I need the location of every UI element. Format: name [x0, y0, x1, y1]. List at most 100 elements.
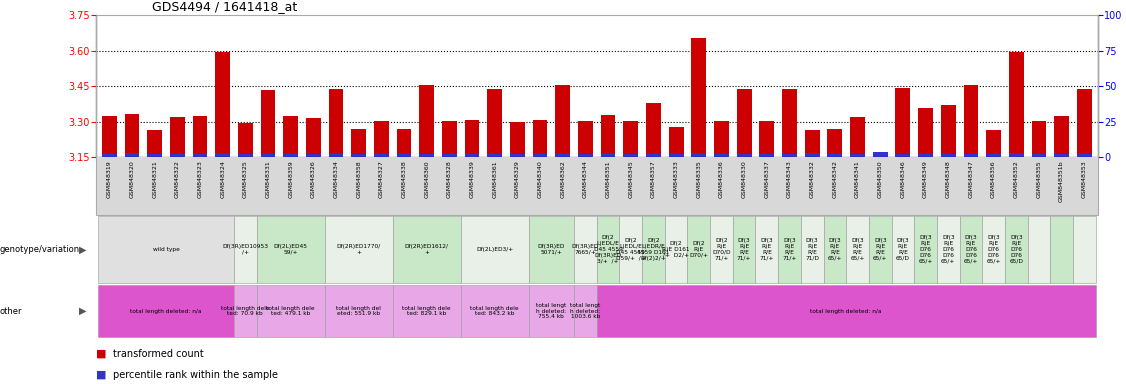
- Text: GSM848324: GSM848324: [221, 161, 225, 198]
- FancyBboxPatch shape: [711, 217, 733, 283]
- FancyBboxPatch shape: [574, 285, 597, 337]
- Text: GSM848350: GSM848350: [877, 161, 883, 198]
- Bar: [714, 154, 729, 157]
- Text: total length deleted: n/a: total length deleted: n/a: [131, 308, 202, 314]
- FancyBboxPatch shape: [778, 217, 801, 283]
- Bar: [510, 154, 525, 157]
- Bar: [148, 154, 162, 157]
- Bar: [646, 103, 661, 157]
- Text: Df(3
R)E
R/E
71/+: Df(3 R)E R/E 71/+: [760, 238, 774, 261]
- Text: GSM848357: GSM848357: [651, 161, 656, 198]
- FancyBboxPatch shape: [324, 217, 393, 283]
- Text: Df(3
R)E
R/E
65/+: Df(3 R)E R/E 65/+: [850, 238, 865, 261]
- Bar: [736, 89, 751, 157]
- Bar: [555, 154, 570, 157]
- Bar: [510, 122, 525, 157]
- Bar: [578, 121, 592, 157]
- Bar: [918, 108, 933, 157]
- Bar: [805, 153, 820, 157]
- Text: Df(3
R)E
R/E
71/+: Df(3 R)E R/E 71/+: [783, 238, 797, 261]
- Text: Df(3
R)E
D76
D76
65/+: Df(3 R)E D76 D76 65/+: [941, 235, 955, 264]
- Text: GSM848362: GSM848362: [561, 161, 565, 198]
- Bar: [260, 154, 276, 157]
- Bar: [669, 154, 683, 157]
- Bar: [850, 154, 865, 157]
- Bar: [1009, 52, 1024, 157]
- Text: GSM848336: GSM848336: [720, 161, 724, 198]
- Bar: [1031, 154, 1046, 157]
- Text: GSM848328: GSM848328: [447, 161, 452, 198]
- Text: GDS4494 / 1641418_at: GDS4494 / 1641418_at: [152, 0, 297, 13]
- Bar: [964, 85, 978, 157]
- Text: Df(2
L)EDL/E
D45 4559
D59/+  /+: Df(2 L)EDL/E D45 4559 D59/+ /+: [616, 238, 645, 261]
- Text: GSM848329: GSM848329: [515, 161, 520, 198]
- FancyBboxPatch shape: [98, 217, 234, 283]
- Text: GSM848319: GSM848319: [107, 161, 111, 198]
- Bar: [986, 130, 1001, 157]
- Text: GSM848335: GSM848335: [696, 161, 701, 198]
- Text: total length dele
ted: 479.1 kb: total length dele ted: 479.1 kb: [267, 306, 315, 316]
- Text: Df(3
R)E
R/E
65/+: Df(3 R)E R/E 65/+: [828, 238, 842, 261]
- FancyBboxPatch shape: [869, 217, 892, 283]
- Text: total length dele
ted: 70.9 kb: total length dele ted: 70.9 kb: [221, 306, 269, 316]
- Text: transformed count: transformed count: [113, 349, 204, 359]
- FancyBboxPatch shape: [529, 217, 574, 283]
- Text: total length dele
ted: 829.1 kb: total length dele ted: 829.1 kb: [402, 306, 452, 316]
- Text: GSM848330: GSM848330: [742, 161, 747, 198]
- FancyBboxPatch shape: [619, 217, 642, 283]
- Bar: [759, 121, 775, 157]
- Text: Df(2
L)EDR/E
4559 D161
Df(2)2/+: Df(2 L)EDR/E 4559 D161 Df(2)2/+: [637, 238, 670, 261]
- Text: GSM848344: GSM848344: [583, 161, 588, 198]
- Text: GSM848320: GSM848320: [129, 161, 134, 198]
- Text: Df(2R)ED1770/
+: Df(2R)ED1770/ +: [337, 244, 381, 255]
- Bar: [601, 154, 616, 157]
- Bar: [624, 121, 638, 157]
- Bar: [102, 154, 117, 157]
- Text: GSM848353: GSM848353: [1082, 161, 1087, 198]
- Bar: [193, 154, 207, 157]
- FancyBboxPatch shape: [234, 285, 257, 337]
- Text: Df(2
R)E
D70/+: Df(2 R)E D70/+: [689, 241, 708, 258]
- FancyBboxPatch shape: [597, 285, 1096, 337]
- Text: GSM848331: GSM848331: [266, 161, 270, 198]
- Bar: [329, 89, 343, 157]
- FancyBboxPatch shape: [324, 285, 393, 337]
- Bar: [351, 154, 366, 157]
- Bar: [1054, 154, 1069, 157]
- Text: GSM848342: GSM848342: [832, 161, 838, 198]
- FancyBboxPatch shape: [393, 285, 461, 337]
- Text: Df(2
R)E D161
/+  D2/+: Df(2 R)E D161 /+ D2/+: [662, 241, 690, 258]
- Text: GSM848360: GSM848360: [425, 161, 429, 198]
- Text: GSM848341: GSM848341: [855, 161, 860, 198]
- Text: other: other: [0, 306, 23, 316]
- Bar: [533, 154, 547, 157]
- Text: Df(3R)ED10953
/+: Df(3R)ED10953 /+: [222, 244, 268, 255]
- Bar: [284, 116, 298, 157]
- FancyBboxPatch shape: [823, 217, 846, 283]
- FancyBboxPatch shape: [1028, 217, 1051, 283]
- Bar: [238, 123, 252, 157]
- FancyBboxPatch shape: [257, 217, 324, 283]
- Bar: [669, 127, 683, 157]
- Text: total length del
eted: 551.9 kb: total length del eted: 551.9 kb: [337, 306, 382, 316]
- FancyBboxPatch shape: [98, 285, 234, 337]
- FancyBboxPatch shape: [574, 217, 597, 283]
- Bar: [396, 154, 411, 157]
- FancyBboxPatch shape: [982, 217, 1004, 283]
- Bar: [102, 116, 117, 157]
- Bar: [465, 154, 480, 157]
- Text: GSM848339: GSM848339: [470, 161, 474, 198]
- Text: GSM848347: GSM848347: [968, 161, 973, 198]
- Bar: [306, 154, 321, 157]
- Text: GSM848321: GSM848321: [152, 161, 158, 198]
- Text: percentile rank within the sample: percentile rank within the sample: [113, 370, 278, 380]
- Text: GSM848351b: GSM848351b: [1060, 161, 1064, 202]
- Text: total length deleted: n/a: total length deleted: n/a: [811, 308, 882, 314]
- Text: GSM848327: GSM848327: [378, 161, 384, 198]
- Text: Df(3
R)E
R/E
65/+: Df(3 R)E R/E 65/+: [873, 238, 887, 261]
- Text: Df(3
R)E
D76
D76
65/D: Df(3 R)E D76 D76 65/D: [1009, 235, 1024, 264]
- Text: GSM848358: GSM848358: [356, 161, 361, 198]
- Bar: [329, 154, 343, 157]
- Bar: [193, 116, 207, 157]
- Text: wild type: wild type: [152, 247, 179, 252]
